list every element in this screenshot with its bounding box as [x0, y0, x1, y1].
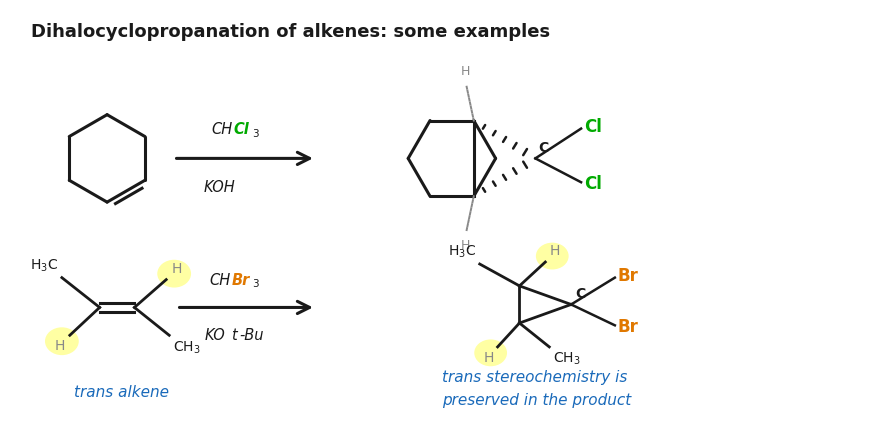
Text: H: H: [549, 244, 560, 258]
Ellipse shape: [536, 242, 569, 269]
Text: H: H: [171, 262, 181, 275]
Text: KOH: KOH: [203, 180, 235, 195]
Text: H$_3$C: H$_3$C: [30, 257, 58, 274]
Text: CH$_3$: CH$_3$: [174, 339, 201, 356]
Text: CH: CH: [211, 121, 233, 136]
Text: Br: Br: [231, 272, 249, 288]
Text: H: H: [461, 239, 471, 252]
Ellipse shape: [157, 260, 191, 288]
Text: H: H: [483, 351, 494, 365]
Text: 3: 3: [252, 279, 258, 289]
Text: KO: KO: [204, 328, 225, 343]
Ellipse shape: [45, 327, 78, 355]
Text: Dihalocyclopropanation of alkenes: some examples: Dihalocyclopropanation of alkenes: some …: [31, 23, 549, 41]
Text: CH$_3$: CH$_3$: [553, 351, 581, 367]
Ellipse shape: [474, 339, 507, 366]
Text: H: H: [461, 65, 471, 78]
Text: -Bu: -Bu: [240, 328, 264, 343]
Text: CH: CH: [209, 272, 231, 288]
Text: H: H: [54, 339, 65, 353]
Text: Br: Br: [618, 267, 638, 285]
Text: 3: 3: [252, 129, 258, 139]
Text: H$_3$C: H$_3$C: [447, 244, 476, 260]
Text: C: C: [538, 141, 548, 155]
Text: trans alkene: trans alkene: [74, 385, 169, 400]
Text: t: t: [231, 328, 236, 343]
Text: Cl: Cl: [584, 175, 602, 193]
Text: Br: Br: [618, 318, 638, 336]
Text: trans stereochemistry is
preserved in the product: trans stereochemistry is preserved in th…: [442, 370, 631, 407]
Text: Cl: Cl: [584, 117, 602, 136]
Text: Cl: Cl: [234, 121, 249, 136]
Text: C: C: [576, 287, 585, 301]
